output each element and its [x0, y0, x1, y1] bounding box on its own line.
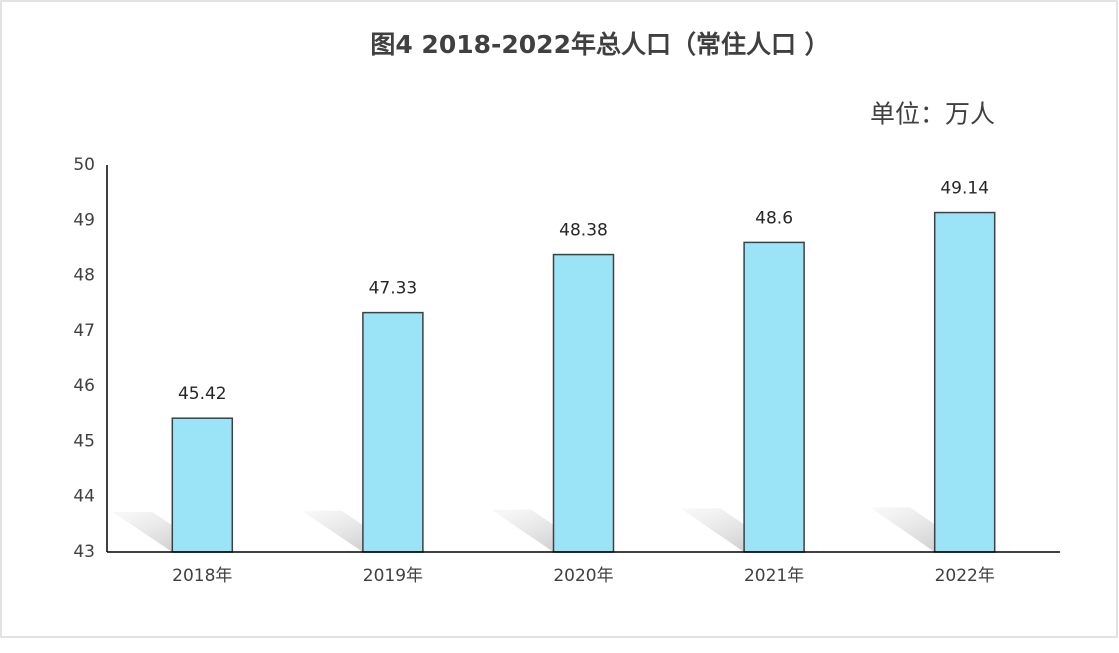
value-label: 47.33: [369, 279, 418, 299]
x-tick-label: 2022年: [935, 566, 995, 586]
chart-title: 图4 2018-2022年总人口（常住人口 ）: [370, 30, 829, 59]
bar: [933, 211, 996, 553]
bar: [743, 241, 805, 553]
y-tick-label: 45: [73, 431, 95, 451]
bar: [552, 253, 615, 553]
y-tick-label: 48: [73, 266, 95, 286]
value-label: 48.38: [559, 221, 608, 241]
y-tick-label: 46: [73, 376, 95, 396]
y-tick-label: 44: [73, 487, 95, 507]
x-tick-label: 2018年: [172, 566, 232, 586]
x-tick-label: 2020年: [553, 566, 613, 586]
value-label: 48.6: [755, 208, 793, 228]
unit-label: 单位：万人: [870, 100, 995, 129]
y-tick-label: 50: [73, 155, 95, 175]
y-tick-label: 43: [73, 542, 95, 562]
bar: [362, 311, 424, 553]
y-tick-label: 49: [73, 210, 95, 230]
value-label: 45.42: [178, 384, 227, 404]
value-label: 49.14: [940, 179, 989, 199]
x-tick-label: 2019年: [363, 566, 423, 586]
bar: [171, 417, 234, 553]
y-tick-label: 47: [73, 321, 95, 341]
x-tick-label: 2021年: [744, 566, 804, 586]
